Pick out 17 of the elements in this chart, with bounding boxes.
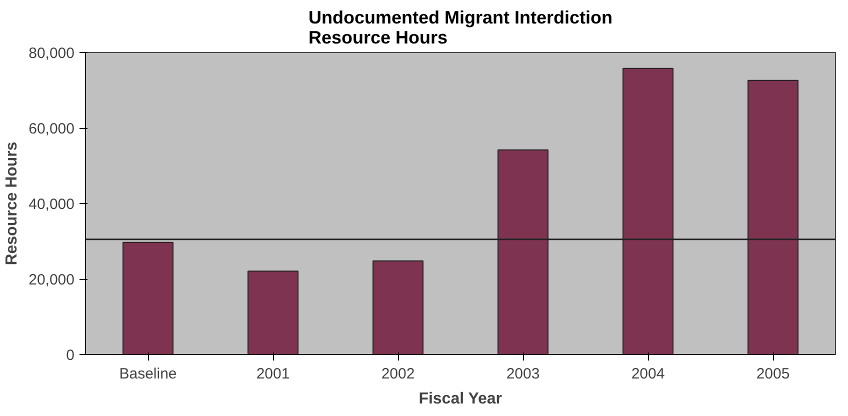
y-tick-label: 0 [66, 347, 74, 364]
x-tick-label: Baseline [119, 366, 177, 382]
bar [372, 260, 424, 354]
y-tick-label: 80,000 [28, 45, 75, 62]
bar [122, 242, 174, 354]
y-tick-label: 60,000 [28, 120, 75, 138]
x-tick-label: 2001 [256, 366, 290, 382]
x-tick-label: 2005 [756, 366, 790, 382]
x-tick-label: 2004 [631, 366, 665, 382]
y-tick-label: 40,000 [28, 196, 75, 213]
x-tick-label: 2002 [381, 366, 415, 382]
x-tick-label: 2003 [506, 366, 540, 382]
chart-title: Undocumented Migrant Interdiction Resource Hours [308, 8, 612, 48]
y-tick-label: 20,000 [28, 272, 75, 288]
x-axis-title: Fiscal Year [418, 390, 502, 408]
bar [248, 270, 298, 354]
y-axis-title: Resource Hours [4, 142, 21, 266]
